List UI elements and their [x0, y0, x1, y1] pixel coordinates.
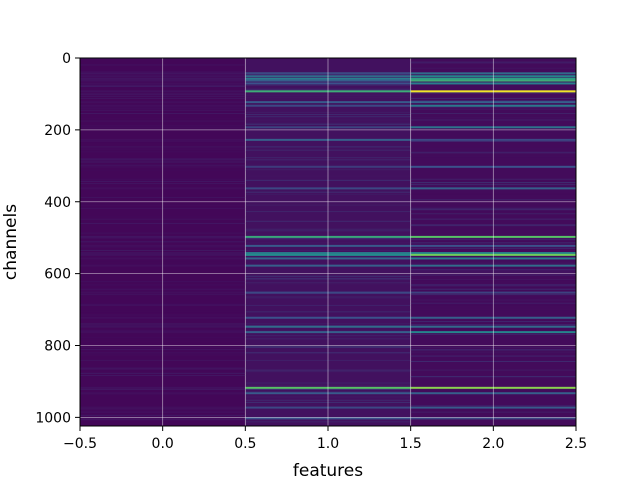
y-tick-label: 1000 — [35, 410, 71, 426]
y-tick-label: 0 — [62, 51, 71, 67]
x-tick-label: 1.0 — [317, 436, 339, 452]
x-tick-label: 0.0 — [152, 436, 174, 452]
y-tick-label: 200 — [44, 123, 71, 139]
y-tick-label: 600 — [44, 267, 71, 283]
x-tick-label: 2.0 — [482, 436, 504, 452]
y-tick-label: 800 — [44, 339, 71, 355]
y-axis-label: channels — [1, 204, 21, 280]
x-axis: −0.5 0.0 0.5 1.0 1.5 2.0 2.5 — [63, 426, 587, 452]
y-tick-label: 400 — [44, 195, 71, 211]
x-tick-label: 2.5 — [565, 436, 587, 452]
x-tick-label: 0.5 — [234, 436, 256, 452]
x-tick-label: −0.5 — [63, 436, 97, 452]
y-axis: 0 200 400 600 800 1000 — [35, 51, 80, 426]
x-axis-label: features — [293, 461, 363, 480]
x-tick-label: 1.5 — [400, 436, 422, 452]
